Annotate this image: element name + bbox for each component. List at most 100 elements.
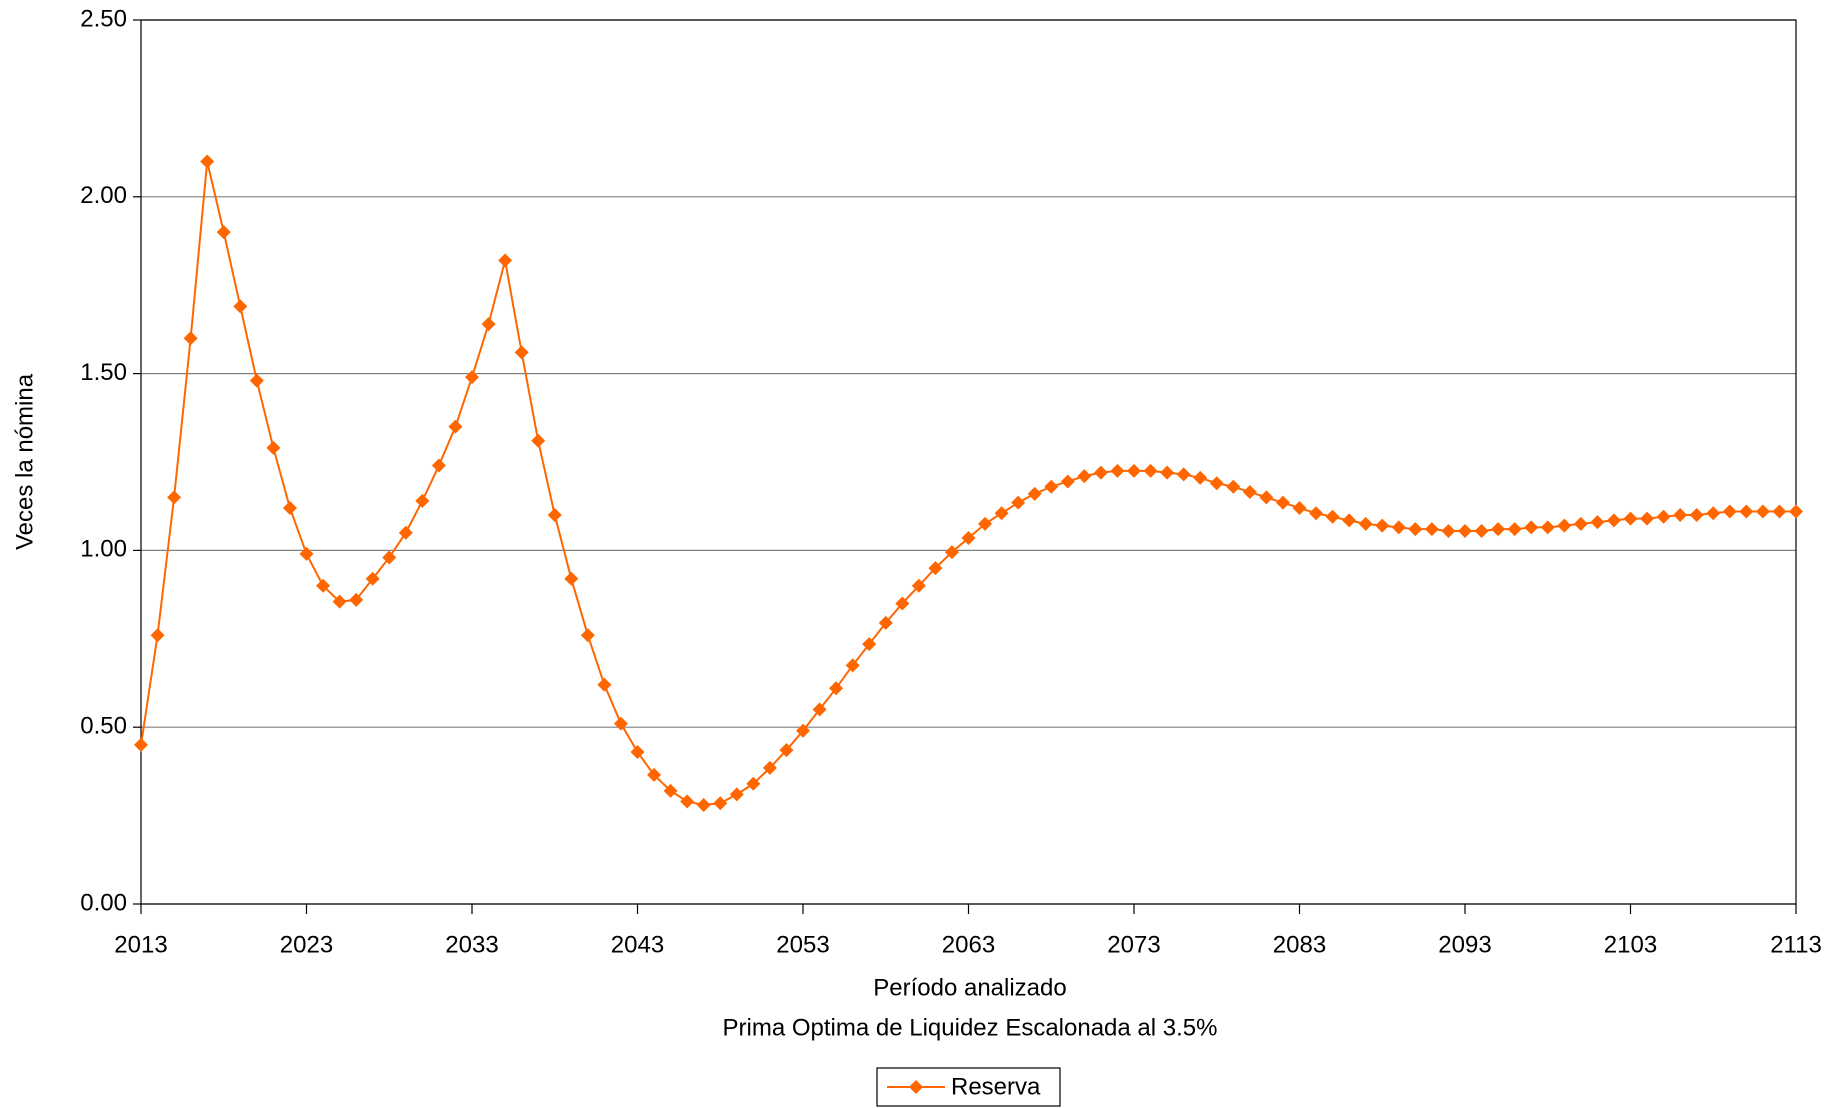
marker bbox=[812, 702, 827, 717]
marker bbox=[167, 490, 182, 505]
marker bbox=[183, 331, 198, 346]
subtitle: Prima Optima de Liquidez Escalonada al 3… bbox=[723, 1014, 1218, 1041]
marker bbox=[332, 594, 347, 609]
x-tick-label: 2083 bbox=[1273, 931, 1326, 958]
marker bbox=[249, 373, 264, 388]
x-tick-label: 2053 bbox=[776, 931, 829, 958]
marker bbox=[299, 546, 314, 561]
marker bbox=[1408, 522, 1423, 537]
marker bbox=[547, 508, 562, 523]
marker bbox=[1706, 506, 1721, 521]
marker bbox=[1011, 495, 1026, 510]
marker bbox=[1209, 476, 1224, 491]
marker bbox=[580, 628, 595, 643]
marker bbox=[1275, 495, 1290, 510]
marker bbox=[1027, 486, 1042, 501]
marker bbox=[1044, 479, 1059, 494]
marker bbox=[316, 578, 331, 593]
y-tick-label: 0.00 bbox=[80, 889, 127, 916]
y-tick-label: 0.50 bbox=[80, 713, 127, 740]
marker bbox=[365, 571, 380, 586]
marker bbox=[1127, 463, 1141, 478]
marker bbox=[498, 253, 513, 268]
legend-marker bbox=[909, 1080, 923, 1094]
marker bbox=[514, 345, 529, 360]
marker bbox=[779, 743, 794, 758]
marker bbox=[1176, 467, 1191, 482]
marker bbox=[944, 545, 959, 560]
marker bbox=[150, 628, 165, 643]
marker bbox=[729, 787, 744, 802]
marker bbox=[431, 458, 446, 473]
marker bbox=[1623, 511, 1638, 526]
marker bbox=[1342, 513, 1357, 528]
x-tick-label: 2063 bbox=[942, 931, 995, 958]
marker bbox=[1424, 522, 1439, 537]
marker bbox=[1391, 520, 1406, 535]
marker bbox=[1474, 523, 1489, 538]
marker bbox=[1689, 508, 1704, 523]
marker bbox=[1259, 490, 1274, 505]
marker bbox=[680, 794, 695, 809]
marker bbox=[1739, 504, 1754, 519]
marker bbox=[1292, 500, 1307, 515]
marker bbox=[1325, 509, 1340, 524]
marker bbox=[465, 370, 479, 385]
marker bbox=[266, 440, 281, 455]
marker bbox=[762, 760, 777, 775]
marker bbox=[663, 783, 678, 798]
marker bbox=[1242, 485, 1257, 500]
marker bbox=[1590, 515, 1605, 530]
x-tick-label: 2103 bbox=[1604, 931, 1657, 958]
marker bbox=[1491, 522, 1506, 537]
marker bbox=[1077, 469, 1092, 484]
marker bbox=[1573, 516, 1588, 531]
marker bbox=[796, 723, 810, 738]
y-tick-label: 1.50 bbox=[80, 359, 127, 386]
marker bbox=[647, 767, 662, 782]
marker bbox=[1524, 520, 1539, 535]
marker bbox=[713, 796, 728, 811]
marker bbox=[233, 299, 248, 314]
marker bbox=[630, 744, 645, 759]
marker bbox=[1789, 504, 1803, 519]
marker bbox=[349, 592, 364, 607]
marker bbox=[1160, 465, 1175, 480]
marker bbox=[481, 317, 496, 332]
marker bbox=[961, 531, 976, 546]
x-tick-label: 2043 bbox=[611, 931, 664, 958]
marker bbox=[1640, 511, 1655, 526]
legend-label: Reserva bbox=[951, 1073, 1041, 1100]
marker bbox=[382, 550, 397, 565]
marker bbox=[994, 506, 1009, 521]
marker bbox=[564, 571, 579, 586]
x-tick-label: 2093 bbox=[1438, 931, 1491, 958]
marker bbox=[1060, 474, 1075, 489]
x-tick-label: 2013 bbox=[114, 931, 167, 958]
marker bbox=[1309, 506, 1324, 521]
marker bbox=[1441, 523, 1456, 538]
marker bbox=[862, 637, 877, 652]
marker bbox=[978, 516, 993, 531]
marker bbox=[746, 776, 761, 791]
marker bbox=[1507, 522, 1522, 537]
x-tick-label: 2113 bbox=[1770, 931, 1822, 958]
marker bbox=[1557, 518, 1572, 533]
x-tick-label: 2033 bbox=[445, 931, 498, 958]
x-tick-label: 2073 bbox=[1107, 931, 1160, 958]
marker bbox=[200, 154, 215, 169]
marker bbox=[134, 737, 148, 752]
marker bbox=[895, 596, 910, 611]
marker bbox=[1375, 518, 1390, 533]
marker bbox=[1358, 516, 1373, 531]
marker bbox=[282, 500, 297, 515]
x-tick-label: 2023 bbox=[280, 931, 333, 958]
plot-frame bbox=[140, 19, 1797, 905]
marker bbox=[448, 419, 463, 434]
x-axis-label: Período analizado bbox=[873, 974, 1066, 1001]
marker bbox=[1143, 463, 1158, 478]
marker bbox=[531, 433, 546, 448]
marker bbox=[1755, 504, 1770, 519]
marker bbox=[613, 716, 628, 731]
line bbox=[140, 161, 1796, 807]
